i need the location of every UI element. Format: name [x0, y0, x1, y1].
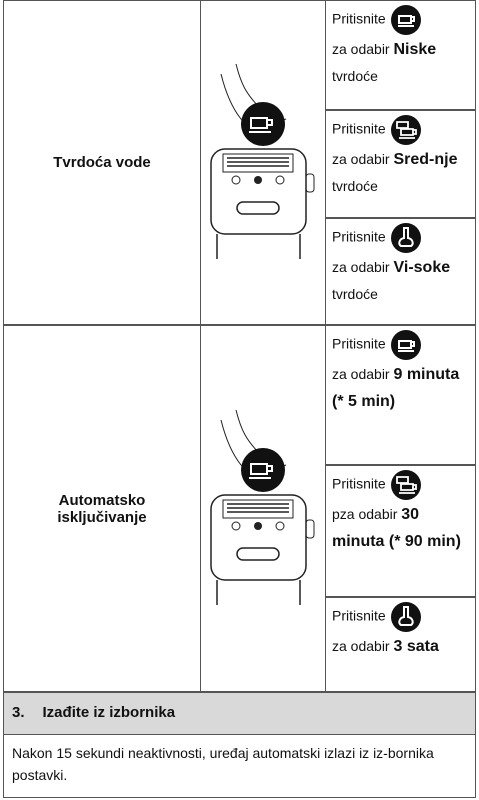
option-value: Niske — [393, 41, 437, 58]
section-header: 3. Izađite iz izbornika — [3, 692, 476, 735]
row-label: Tvrdoća vode — [53, 154, 151, 171]
option-cell: Pritisnite za odabir Sred-nje tvrdoće — [325, 110, 476, 218]
button-icon — [390, 602, 421, 632]
action: Pritisnite — [332, 120, 386, 137]
option-cell: Pritisnite za odabir Vi-soke tvrdoće — [325, 218, 476, 325]
option-cell: Pritisnite za odabir 3 sata — [325, 597, 476, 692]
option-after: tvrdoće — [332, 68, 378, 84]
option-value: Vi-soke — [393, 259, 451, 276]
action: Pritisnite — [332, 335, 386, 352]
option-value: 9 minuta (* 5 min) — [332, 366, 460, 410]
section-text: Nakon 15 sekundi neaktivnosti, uređaj au… — [12, 745, 434, 783]
illustration-cell — [200, 0, 326, 325]
option-cell: Pritisnite za odabir Niske tvrdoće — [325, 0, 476, 110]
illustration — [210, 408, 315, 606]
action: Pritisnite — [332, 475, 386, 492]
button-icon — [390, 5, 421, 35]
button-icon — [390, 330, 421, 360]
option-text: za odabir — [332, 366, 390, 382]
option-text: za odabir — [332, 151, 390, 167]
option-value: Sred-nje — [393, 151, 458, 168]
button-icon — [390, 223, 421, 253]
option-cell: Pritisnite pza odabir 30 minuta (* 90 mi… — [325, 465, 476, 597]
row-label: Automatsko isključivanje — [57, 491, 147, 526]
option-value: 3 sata — [393, 638, 439, 655]
section-title: Izađite iz izbornika — [42, 704, 176, 721]
option-text: za odabir — [332, 259, 390, 275]
action: Pritisnite — [332, 607, 386, 624]
illustration — [210, 62, 315, 260]
action: Pritisnite — [332, 10, 386, 27]
section-number: 3. — [12, 704, 25, 721]
option-value: 30 minuta (* 90 min) — [332, 506, 461, 550]
option-text: za odabir — [332, 638, 390, 654]
section-text-cell: Nakon 15 sekundi neaktivnosti, uređaj au… — [3, 734, 476, 798]
option-after: tvrdoće — [332, 286, 378, 302]
row-label-cell: Tvrdoća vode — [3, 0, 201, 325]
row-label-cell: Automatsko isključivanje — [3, 325, 201, 692]
option-cell: Pritisnite za odabir 9 minuta (* 5 min) — [325, 325, 476, 465]
option-text: za odabir — [332, 41, 390, 57]
button-icon — [390, 470, 421, 500]
illustration-cell — [200, 325, 326, 692]
option-after: tvrdoće — [332, 178, 378, 194]
option-text: pza odabir — [332, 506, 398, 522]
action: Pritisnite — [332, 228, 386, 245]
button-icon — [390, 115, 421, 145]
